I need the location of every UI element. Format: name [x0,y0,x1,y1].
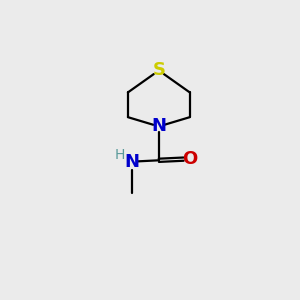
Text: S: S [152,61,165,80]
Text: H: H [115,148,125,162]
Text: O: O [182,150,197,168]
Text: N: N [124,153,139,171]
Text: N: N [151,117,166,135]
